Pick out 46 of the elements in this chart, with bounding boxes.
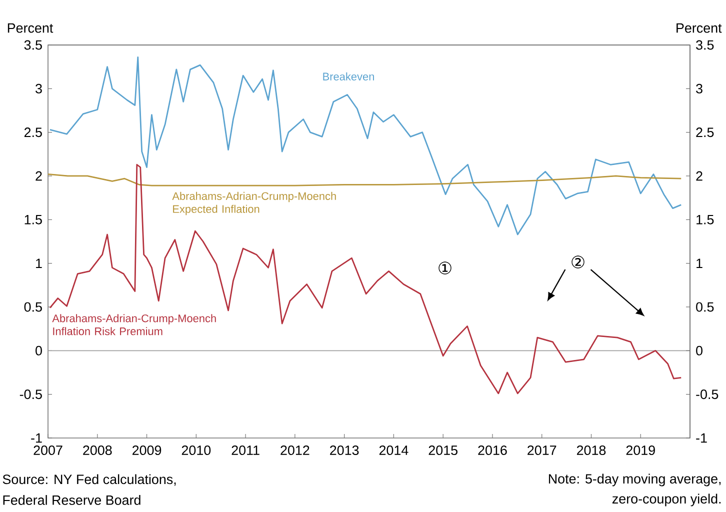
y2-tick-label: 3.5 [696, 40, 714, 50]
x-tick-label: 2018 [576, 446, 606, 456]
series-label: Abrahams-Adrian-Crump-Moench Expected Inflation [172, 192, 336, 216]
x-tick-label: 2011 [232, 446, 260, 456]
y2-tick-label: 2.5 [696, 128, 714, 138]
y2-tick-label: 3 [696, 84, 702, 94]
y-tick-label: 2 [36, 171, 42, 181]
y-tick-label: 3 [36, 84, 42, 94]
text: zero-coupon yield. [612, 494, 721, 506]
y-axis-title: Percent [8, 23, 54, 33]
y-tick-label: -1 [31, 433, 42, 443]
line-series [49, 56, 682, 236]
source-note: Source: NY Fed calculations, [2, 474, 176, 486]
y-tick-label: 2.5 [24, 128, 42, 138]
x-tick-label: 2013 [330, 446, 359, 456]
x-tick-label: 2010 [182, 446, 211, 456]
annotation: ② [572, 256, 584, 268]
y2-axis-title: Percent [676, 23, 722, 33]
line-series [49, 164, 682, 394]
y2-tick-label: 1 [696, 258, 702, 268]
y2-tick-label: -0.5 [696, 390, 718, 400]
x-tick-label: 2012 [280, 446, 310, 456]
y-tick-label: 1.5 [24, 214, 42, 224]
y-tick-label: 0.5 [24, 302, 42, 312]
x-tick-label: 2007 [34, 446, 62, 456]
x-tick-label: 2014 [379, 446, 408, 456]
annotation: ① [438, 262, 452, 274]
y-tick-label: 3.5 [24, 40, 42, 50]
y2-tick-label: 0 [696, 346, 702, 356]
x-tick-label: 2016 [478, 446, 507, 456]
x-tick-label: 2008 [83, 446, 112, 456]
y-tick-label: 0 [36, 346, 42, 356]
text: Note: 5-day moving average, [548, 474, 721, 486]
y2-tick-label: 0.5 [696, 302, 714, 312]
y2-tick-label: -1 [696, 433, 707, 443]
y2-tick-label: 1.5 [696, 214, 714, 224]
series-label: Abrahams-Adrian-Crump-Moench Inflation Risk Premium [52, 314, 216, 336]
x-tick-label: 2009 [132, 446, 162, 456]
text: Federal Reserve Board [3, 495, 140, 505]
y-tick-label: -0.5 [20, 390, 42, 400]
y2-tick-label: 2 [696, 171, 702, 181]
x-tick-label: 2019 [626, 446, 655, 456]
x-tick-label: 2015 [428, 446, 458, 456]
y-tick-label: 1 [36, 258, 42, 268]
x-tick-label: 2017 [528, 446, 556, 456]
series-label: Breakeven [323, 72, 374, 80]
